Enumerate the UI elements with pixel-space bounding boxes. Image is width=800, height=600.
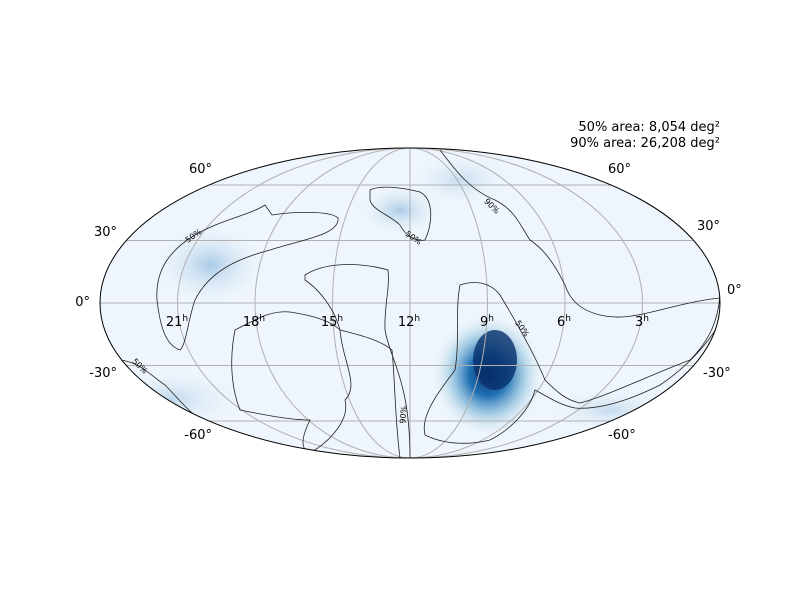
lat-label: -30°	[89, 366, 117, 381]
area-annotation: 50% area: 8,054 deg²	[578, 120, 720, 135]
lat-label: 0°	[727, 283, 742, 298]
ra-label: 9h	[480, 314, 494, 330]
lat-labels: 60° 30° 0° -30° -60° 60° 30° 0° -30° -60…	[75, 162, 742, 443]
ra-label: 21h	[166, 314, 188, 330]
ra-label: 3h	[635, 314, 649, 330]
graticule	[100, 148, 720, 458]
area-annotation: 90% area: 26,208 deg²	[570, 136, 720, 151]
lat-label: -60°	[608, 428, 636, 443]
lat-label: -30°	[703, 366, 731, 381]
ra-label: 15h	[321, 314, 343, 330]
ra-label: 6h	[557, 314, 571, 330]
lat-label: 60°	[608, 162, 631, 177]
ra-labels: 21h 18h 15h 12h 9h 6h 3h	[166, 314, 649, 330]
map-frame	[99, 147, 721, 459]
lat-label: 30°	[94, 225, 117, 240]
lat-label: 30°	[697, 219, 720, 234]
contour-label: 90%	[398, 405, 409, 424]
ra-label: 12h	[398, 314, 420, 330]
ra-label: 18h	[243, 314, 265, 330]
lat-label: 60°	[189, 162, 212, 177]
lat-label: 0°	[75, 295, 90, 310]
lat-label: -60°	[184, 428, 212, 443]
